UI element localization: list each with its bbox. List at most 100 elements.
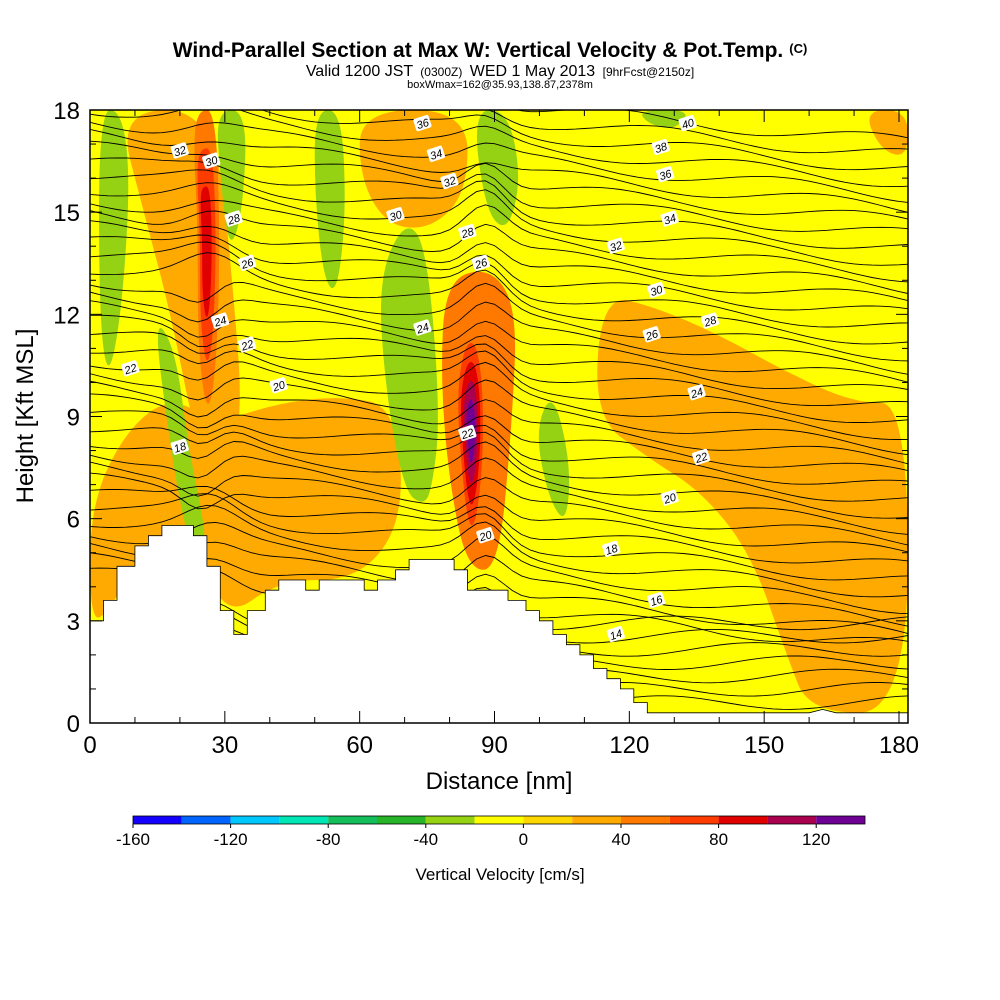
valid-time-line: Valid 1200 JST (0300Z) WED 1 May 2013 [9… [306,63,694,80]
contour-label-34: 34 [660,210,679,228]
isentrope-line [90,291,908,375]
colorbar-swatch [425,816,475,824]
contour-label-20: 20 [269,377,288,395]
colorbar-swatch [621,816,670,824]
isentrope-line [90,410,908,485]
isentrope-line [90,427,908,502]
colorbar-tick-label: -40 [414,830,439,849]
isentrope-line [90,140,908,220]
svg-text:40: 40 [680,117,696,132]
x-axis-title: Distance [nm] [426,768,573,795]
isentrope-line [90,441,908,519]
svg-text:20: 20 [661,491,678,507]
colorbar-swatch [523,816,573,824]
svg-text:36: 36 [658,168,674,183]
svg-text:20: 20 [477,529,494,545]
svg-text:32: 32 [442,175,457,190]
x-tick-label: 150 [744,732,784,759]
svg-text:18: 18 [173,440,189,455]
contour-label-26: 26 [238,254,257,272]
isentrope-line [90,472,908,553]
isentrope-line [90,121,908,203]
eastern-updraft-plume [597,300,908,713]
colorbar-tick-label: 120 [802,830,830,849]
terrain [90,525,908,723]
contour-label-24: 24 [687,384,706,402]
svg-text:38: 38 [653,141,669,156]
isentrope-line [90,521,908,615]
svg-text:22: 22 [459,427,475,443]
colorbar-swatch [572,816,621,824]
isentrope-line [90,454,908,535]
colorbar-frame [132,815,866,825]
contour-label-36: 36 [656,166,675,183]
colorbar-swatch [718,816,768,824]
x-tick-label: 120 [609,732,649,759]
isentrope-line [90,234,908,311]
isentrope-line [90,361,908,440]
svg-text:24: 24 [212,314,228,330]
y-tick-label: 9 [67,405,80,432]
svg-text:18: 18 [604,542,620,557]
svg-text:20: 20 [270,379,287,395]
colorbar-tick-label: -160 [116,830,150,849]
colorbar: -160 -120 -80 -40 0 40 80 120 [116,815,866,849]
contour-label-28: 28 [700,312,720,330]
svg-text:24: 24 [414,321,430,337]
x-tick-label: 30 [211,732,238,759]
svg-text:32: 32 [609,240,624,255]
isentrope-line [516,110,908,139]
isentrope-line [90,157,908,232]
colorbar-swatch [816,816,865,824]
y-tick-label: 18 [53,98,80,125]
left-lower-updraft [90,398,401,618]
isentrope-line [90,169,908,249]
contour-label-14: 14 [606,625,625,643]
x-tick-label: 0 [83,732,96,759]
contour-label-20: 20 [660,489,679,507]
colorbar-swatch [474,816,524,824]
svg-text:26: 26 [473,256,490,272]
colorbar-tick-label: 80 [709,830,728,849]
svg-text:32: 32 [173,144,188,159]
isentrope-line [90,199,908,283]
svg-text:22: 22 [239,338,255,354]
svg-text:28: 28 [225,212,242,228]
colorbar-swatch [133,816,182,824]
y-tick-label: 0 [67,711,80,738]
contour-labels: 36 34 32 30 28 26 24 22 20 32 30 28 26 24 22 20 22 18 40 38… [121,114,720,643]
svg-text:28: 28 [459,226,476,242]
contour-label-40: 40 [678,114,697,132]
svg-text:26: 26 [239,256,256,272]
isentrope-line [90,314,908,390]
isentrope-line [90,281,908,362]
contour-label-30: 30 [647,281,666,299]
colorbar-swatch [279,816,329,824]
contour-label-36: 36 [413,114,432,132]
contour-label-30: 30 [386,206,405,224]
colorbar-swatch [767,816,817,824]
isentrope-line [90,493,908,581]
svg-text:22: 22 [693,451,709,467]
isentrope-line [90,349,908,423]
contour-label-30: 30 [202,152,221,170]
colorbar-swatch [669,816,719,824]
isentrope-line [90,541,908,627]
isentrope-line [90,220,908,302]
isentrope-line [90,393,908,472]
x-tick-label: 180 [879,732,919,759]
colorbar-tick-label: -80 [316,830,341,849]
contour-label-16: 16 [647,591,666,609]
contour-label-22: 22 [458,424,477,443]
isentrope-line [90,373,908,456]
svg-text:34: 34 [429,148,444,163]
svg-text:34: 34 [662,212,677,227]
contour-label-22: 22 [692,448,711,467]
isentrope-line [90,241,908,328]
isentrope-line [90,380,908,465]
isentrope-line [90,504,908,598]
contour-label-38: 38 [651,138,670,156]
isentrope-line [90,252,908,345]
colorbar-tick-label: -120 [214,830,248,849]
